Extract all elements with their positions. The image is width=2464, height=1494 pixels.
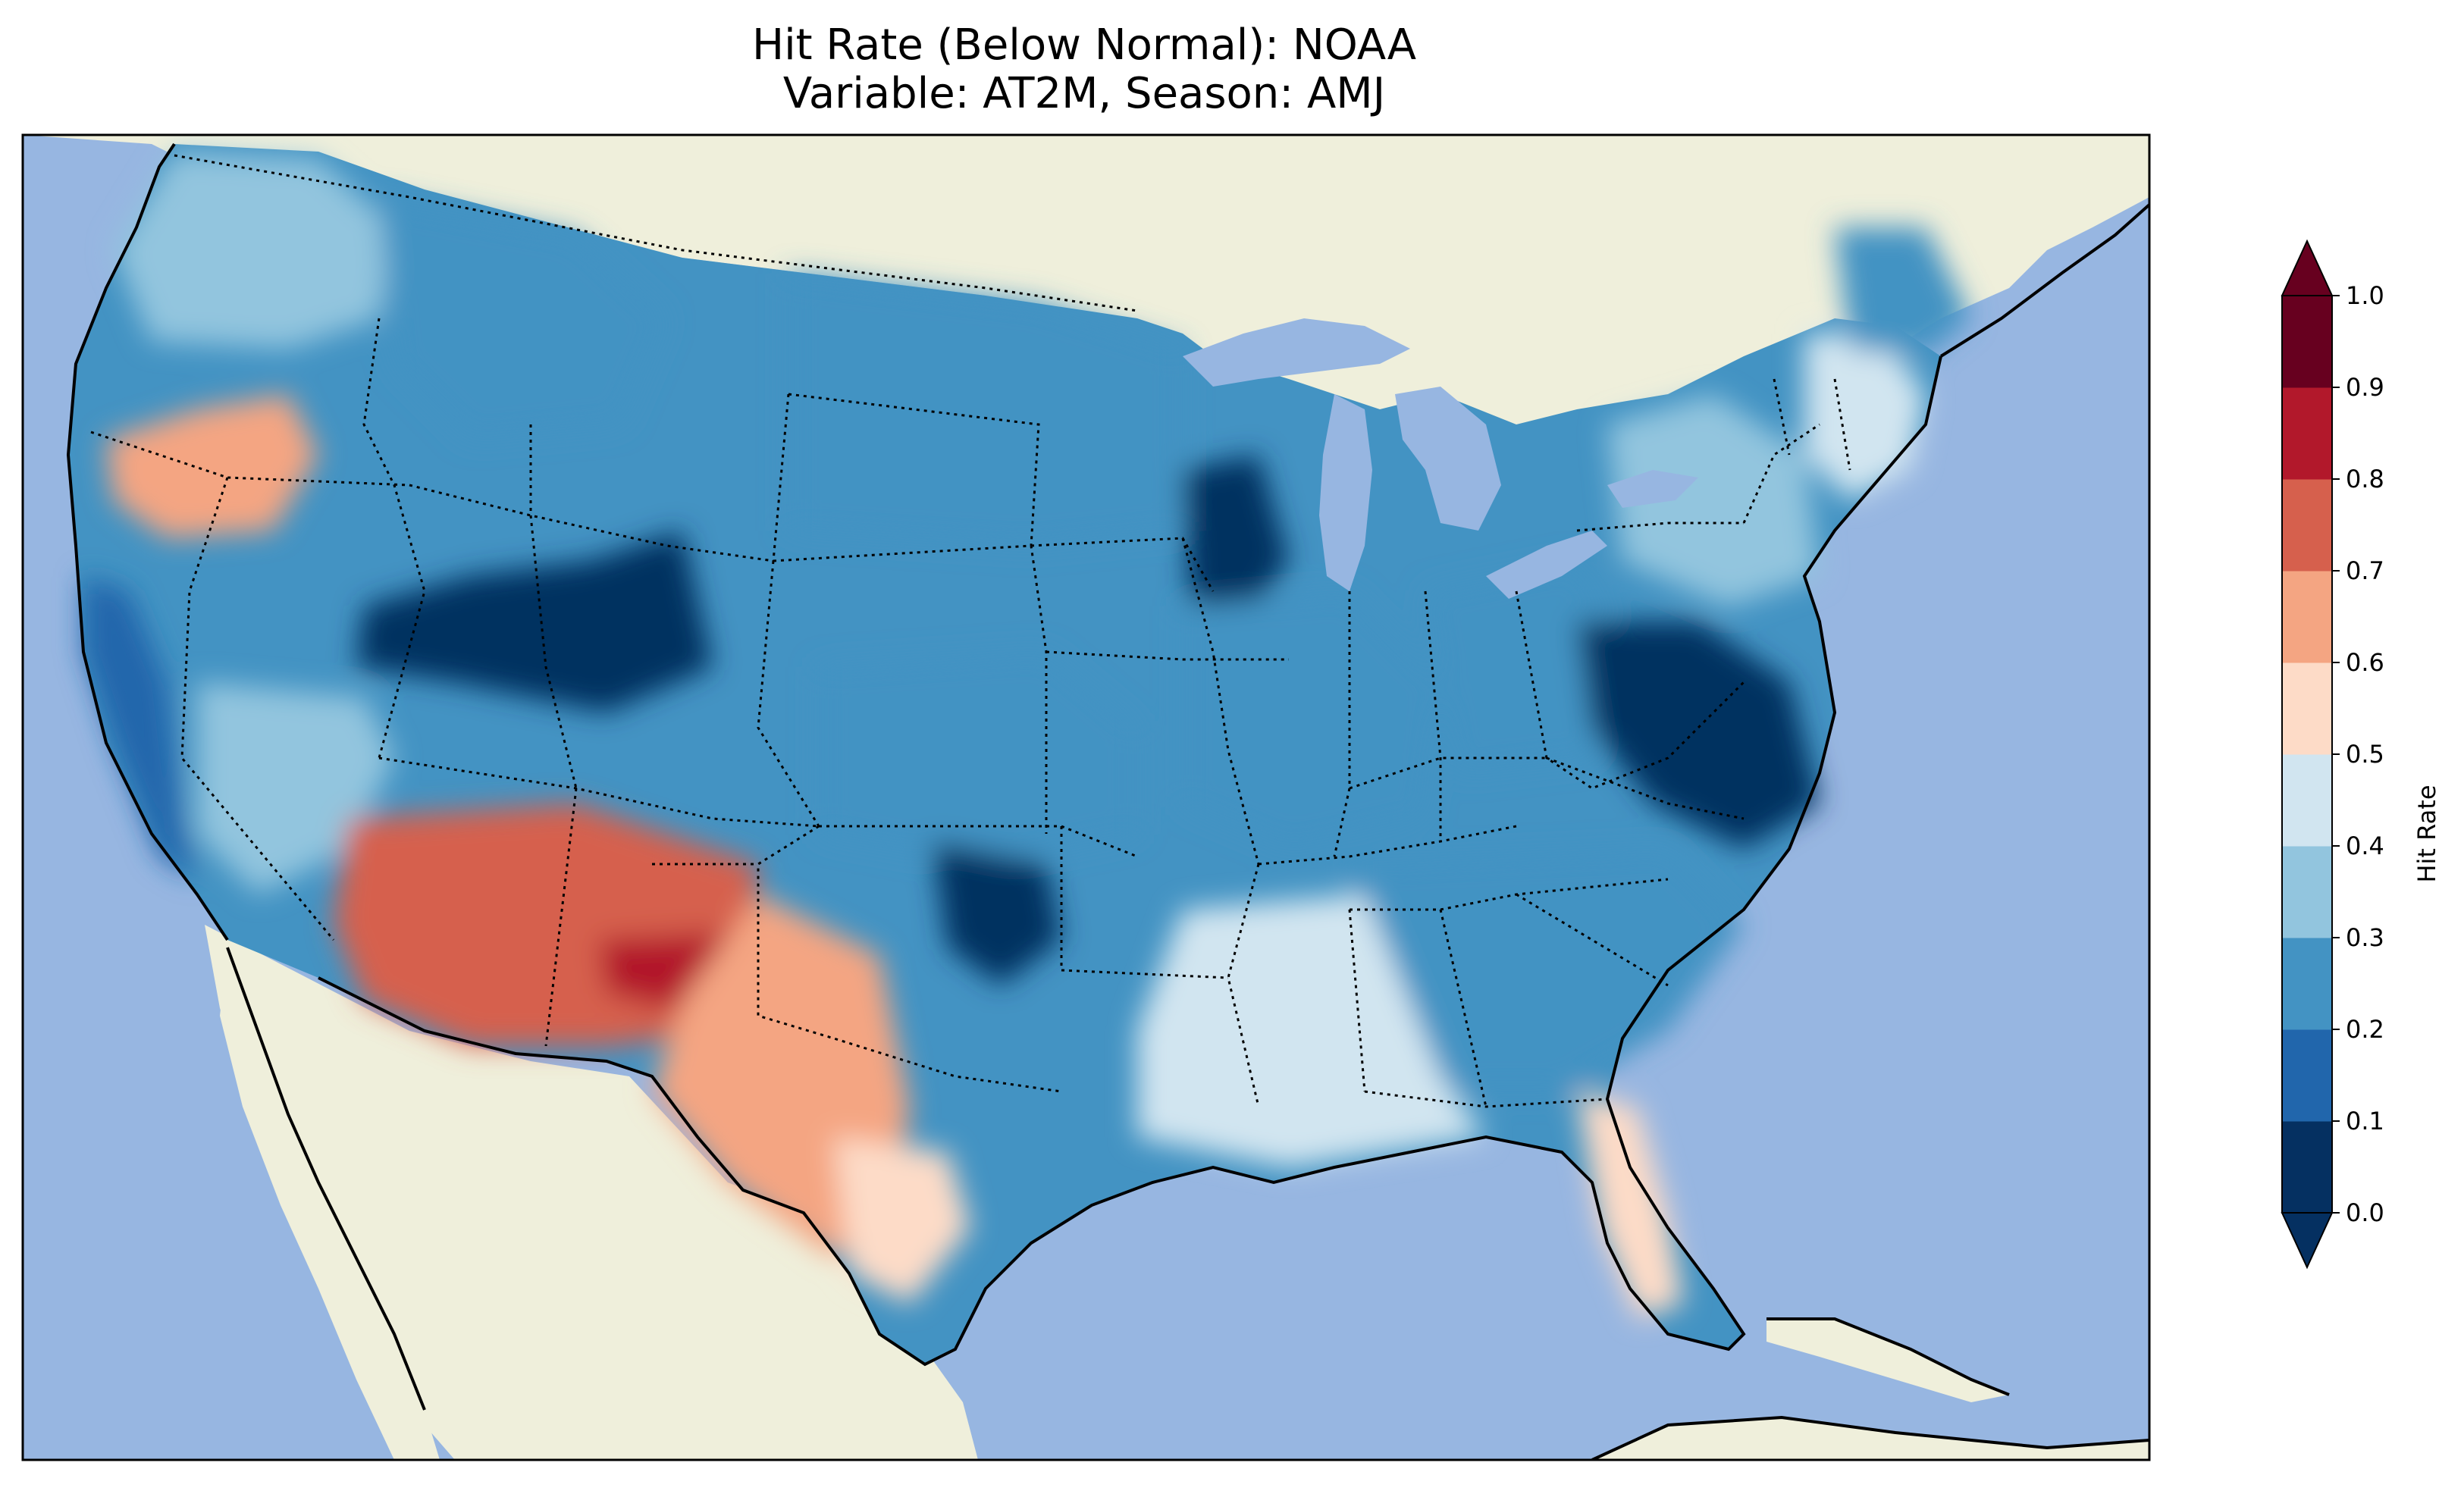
mexico-land xyxy=(205,925,978,1460)
state-borders xyxy=(90,318,1851,1108)
field-anomalies xyxy=(83,152,1971,1319)
region-south-texas xyxy=(834,1137,970,1304)
colorbar-swatch xyxy=(2282,387,2332,480)
region-great-basin xyxy=(197,682,394,894)
region-oklahoma xyxy=(933,841,1061,985)
region-central-plains xyxy=(819,652,1137,864)
us-canada-border xyxy=(174,154,1138,312)
lake-huron xyxy=(1395,387,1501,531)
region-pacific-northwest xyxy=(114,152,394,349)
lake-superior xyxy=(1183,318,1410,387)
colorbar-under-extension xyxy=(2281,1212,2334,1270)
colorbar-ticks: 0.0 0.1 0.2 0.3 0.4 0.5 0.6 0.7 0.8 0.9 1.0 xyxy=(2332,281,2384,1227)
great-lakes xyxy=(1183,318,1698,599)
colorbar-swatch xyxy=(2282,296,2332,388)
colorbar-tick-label: 0.4 xyxy=(2346,832,2384,860)
colorbar-swatch xyxy=(2282,1029,2332,1122)
colorbar-swatch xyxy=(2282,1121,2332,1214)
colorbar-tick-label: 0.3 xyxy=(2346,923,2384,952)
region-northeast xyxy=(1607,394,1820,606)
region-ohio-valley xyxy=(1425,561,1638,773)
colorbar-over-extension xyxy=(2281,239,2334,296)
chart-title-line-1: Hit Rate (Below Normal): NOAA xyxy=(751,20,1417,70)
colorbar-swatch xyxy=(2282,754,2332,847)
colorbar-tick-label: 0.1 xyxy=(2346,1107,2384,1135)
colorbar-swatch xyxy=(2282,662,2332,755)
region-california-coast xyxy=(83,576,197,879)
chart-title: Hit Rate (Below Normal): NOAA Variable: … xyxy=(0,21,2168,118)
region-northern-california-oregon xyxy=(106,394,318,538)
colorbar-tick-label: 0.9 xyxy=(2346,373,2384,402)
lake-erie xyxy=(1486,531,1607,599)
region-northern-rockies xyxy=(379,197,667,440)
colorbar-tick-label: 0.7 xyxy=(2346,556,2384,585)
yucatan-land xyxy=(1592,1417,2149,1460)
region-florida xyxy=(1577,1092,1683,1319)
colorbar-swatch xyxy=(2282,846,2332,938)
baja-peninsula xyxy=(220,947,440,1460)
cuba-land xyxy=(1766,1319,2009,1402)
region-maine xyxy=(1835,227,1971,356)
region-southeast xyxy=(1350,849,1744,1092)
region-mid-atlantic xyxy=(1577,622,1820,849)
lake-michigan xyxy=(1319,394,1372,591)
colorbar-label: Hit Rate xyxy=(2412,785,2441,882)
coastlines xyxy=(66,143,2149,1460)
colorbar-swatch xyxy=(2282,571,2332,663)
region-upper-midwest xyxy=(1183,455,1289,622)
colorbar-tick-label: 0.0 xyxy=(2346,1198,2384,1227)
colorbar-tick-label: 0.5 xyxy=(2346,740,2384,769)
chart-title-line-2: Variable: AT2M, Season: AMJ xyxy=(782,69,1386,118)
region-northern-plains xyxy=(788,273,1183,546)
colorbar-tick-label: 0.6 xyxy=(2346,648,2384,677)
colorbar-swatches xyxy=(2281,239,2334,1270)
region-midwest xyxy=(1183,591,1440,849)
colorbar-tick-label: 0.8 xyxy=(2346,465,2384,493)
colorbar-swatch xyxy=(2282,938,2332,1030)
colorbar-tick-label: 0.2 xyxy=(2346,1015,2384,1044)
colorbar-tick-label: 1.0 xyxy=(2346,281,2384,310)
region-central-rockies xyxy=(356,531,713,713)
map-frame xyxy=(21,133,2151,1461)
colorbar-swatch xyxy=(2282,479,2332,572)
lake-ontario xyxy=(1607,470,1698,508)
region-gulf-coast xyxy=(1137,894,1486,1167)
